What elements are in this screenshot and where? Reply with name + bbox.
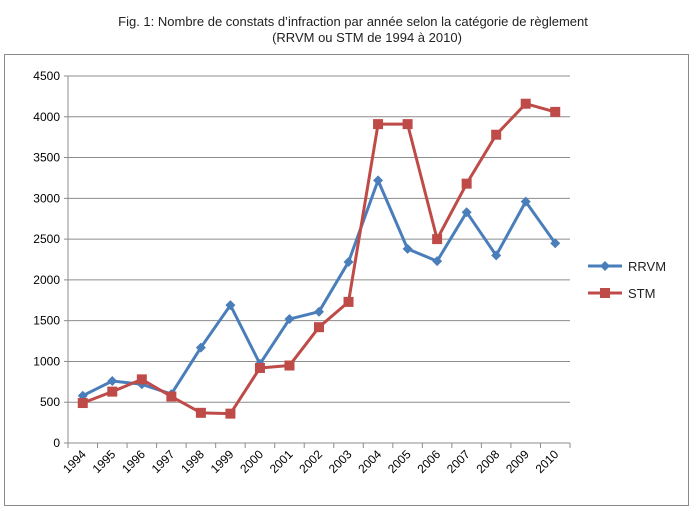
legend-marker-rrvm — [600, 261, 610, 271]
axes: 0 500 1000 1500 2000 2500 3000 3500 4000 4500 1994… — [33, 69, 571, 476]
point-stm-2010 — [550, 106, 561, 117]
point-stm-2004 — [373, 119, 384, 130]
point-stm-2002 — [314, 322, 324, 333]
x-tick-label-1994: 1994 — [60, 447, 89, 476]
x-tick-label-1997: 1997 — [149, 447, 178, 476]
point-rrvm-1999 — [225, 300, 236, 311]
point-rrvm-2001 — [284, 314, 295, 325]
x-tick-label-2008: 2008 — [474, 447, 503, 476]
point-rrvm-2007 — [461, 207, 472, 218]
point-stm-2009 — [520, 98, 531, 109]
x-tick-label-2010: 2010 — [533, 447, 562, 476]
x-tick-label-2003: 2003 — [326, 447, 355, 476]
gridlines — [68, 75, 570, 403]
point-rrvm-2003 — [343, 256, 354, 267]
legend: RRVM STM — [588, 259, 666, 301]
y-tick-label-1500: 1500 — [33, 314, 60, 328]
series-line-stm — [82, 102, 556, 416]
point-rrvm-2002 — [314, 306, 324, 317]
x-tick-label-2001: 2001 — [267, 447, 296, 476]
chart-title-line1: Fig. 1: Nombre de constats d’infraction … — [118, 14, 588, 29]
legend-marker-stm — [600, 288, 610, 298]
point-rrvm-2009 — [520, 196, 531, 207]
point-stm-1999 — [225, 408, 236, 419]
x-tick-label-1999: 1999 — [208, 447, 237, 476]
y-tick-label-2500: 2500 — [33, 232, 60, 246]
point-stm-1995 — [107, 386, 118, 397]
point-stm-2008 — [491, 129, 502, 140]
point-stm-2000 — [254, 362, 265, 373]
y-tick-label-500: 500 — [40, 395, 60, 409]
point-stm-2001 — [284, 360, 295, 371]
x-tick-label-2009: 2009 — [503, 447, 532, 476]
chart-frame — [4, 54, 689, 506]
y-tick-label-3000: 3000 — [33, 191, 60, 205]
y-tick-label-4000: 4000 — [33, 110, 60, 124]
point-rrvm-1995 — [107, 376, 118, 387]
series-line-rrvm — [82, 178, 557, 398]
chart-title-line2: (RRVM ou STM de 1994 à 2010) — [272, 30, 462, 45]
point-stm-1998 — [195, 407, 206, 418]
point-stm-2005 — [402, 119, 413, 130]
y-tick-label-4500: 4500 — [33, 69, 60, 83]
point-rrvm-2008 — [491, 250, 502, 261]
point-stm-1997 — [166, 391, 177, 402]
x-tick-label-2002: 2002 — [296, 447, 325, 476]
point-stm-2007 — [461, 178, 472, 189]
point-stm-1996 — [136, 374, 147, 385]
x-tick-label-2006: 2006 — [414, 447, 443, 476]
x-tick-label-1996: 1996 — [119, 447, 148, 476]
x-tick-label-2005: 2005 — [385, 447, 414, 476]
legend-label-rrvm: RRVM — [628, 259, 666, 274]
y-tick-label-0: 0 — [53, 436, 60, 450]
point-rrvm-2004 — [373, 175, 384, 186]
x-tick-label-1998: 1998 — [178, 447, 207, 476]
point-rrvm-2006 — [432, 256, 443, 267]
point-stm-1994 — [77, 398, 88, 409]
series — [77, 98, 561, 419]
y-tick-label-1000: 1000 — [33, 354, 60, 368]
y-tick-label-3500: 3500 — [33, 151, 60, 165]
point-stm-2003 — [343, 296, 354, 307]
x-tick-label-1995: 1995 — [90, 447, 119, 476]
point-rrvm-2010 — [550, 238, 561, 249]
x-tick-label-2000: 2000 — [237, 447, 266, 476]
y-tick-label-2000: 2000 — [33, 273, 60, 287]
legend-label-stm: STM — [628, 286, 655, 301]
point-rrvm-1998 — [195, 342, 206, 353]
point-stm-2006 — [432, 234, 443, 245]
point-rrvm-2005 — [402, 243, 413, 254]
x-tick-label-2007: 2007 — [444, 447, 473, 476]
x-tick-label-2004: 2004 — [355, 447, 384, 476]
